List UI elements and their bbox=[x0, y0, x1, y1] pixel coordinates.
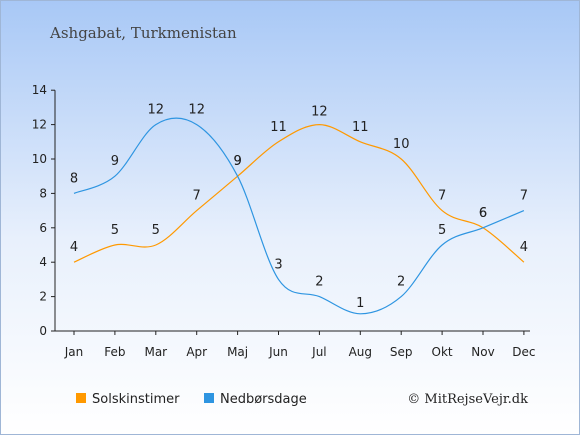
data-label: 4 bbox=[70, 240, 78, 255]
legend-swatch-2 bbox=[204, 393, 214, 403]
legend-label-1: Solskinstimer bbox=[92, 392, 180, 407]
x-tick-label: Jan bbox=[64, 345, 84, 359]
data-label: 11 bbox=[270, 120, 287, 135]
data-label: 5 bbox=[111, 223, 119, 238]
data-label: 7 bbox=[193, 189, 201, 204]
series-line-2 bbox=[73, 117, 525, 315]
legend-swatch-1 bbox=[76, 393, 86, 403]
data-label: 5 bbox=[152, 223, 160, 238]
data-label: 1 bbox=[356, 296, 364, 311]
data-label: 9 bbox=[111, 154, 119, 169]
x-tick-label: Aug bbox=[349, 345, 372, 359]
data-label: 5 bbox=[438, 223, 446, 238]
x-tick-label: Mar bbox=[144, 345, 167, 359]
data-label: 4 bbox=[520, 240, 528, 255]
y-tick-label: 2 bbox=[39, 290, 47, 304]
data-label: 3 bbox=[274, 257, 282, 272]
legend-label-2: Nedbørsdage bbox=[220, 392, 307, 407]
y-tick-label: 10 bbox=[32, 152, 47, 166]
x-tick-label: Nov bbox=[471, 345, 494, 359]
data-label: 12 bbox=[188, 103, 205, 118]
data-label: 9 bbox=[233, 154, 241, 169]
x-tick-label: Okt bbox=[432, 345, 453, 359]
x-tick-label: Sep bbox=[390, 345, 413, 359]
data-label: 9 bbox=[233, 154, 241, 169]
y-tick-label: 6 bbox=[39, 221, 47, 235]
data-label: 6 bbox=[479, 206, 487, 221]
data-label: 2 bbox=[397, 275, 405, 290]
y-tick-label: 0 bbox=[39, 324, 47, 338]
y-tick-label: 8 bbox=[39, 186, 47, 200]
data-label: 8 bbox=[70, 171, 78, 186]
x-tick-label: Maj bbox=[227, 345, 248, 359]
y-tick-label: 12 bbox=[32, 118, 47, 132]
data-label: 6 bbox=[479, 206, 487, 221]
x-tick-label: Jul bbox=[311, 345, 326, 359]
series-line-1 bbox=[73, 123, 525, 263]
data-label: 12 bbox=[148, 103, 165, 118]
data-label: 11 bbox=[352, 120, 369, 135]
y-tick-label: 14 bbox=[32, 83, 47, 97]
chart-title: Ashgabat, Turkmenistan bbox=[49, 24, 237, 42]
x-tick-label: Feb bbox=[104, 345, 125, 359]
data-label: 7 bbox=[438, 189, 446, 204]
x-tick-label: Apr bbox=[186, 345, 207, 359]
credit-text: © MitRejseVejr.dk bbox=[407, 392, 528, 407]
x-tick-label: Dec bbox=[512, 345, 535, 359]
y-tick-label: 4 bbox=[39, 255, 47, 269]
x-tick-label: Jun bbox=[268, 345, 288, 359]
data-label: 2 bbox=[315, 275, 323, 290]
data-label: 10 bbox=[393, 137, 410, 152]
data-label: 12 bbox=[311, 105, 328, 120]
data-label: 7 bbox=[520, 189, 528, 204]
